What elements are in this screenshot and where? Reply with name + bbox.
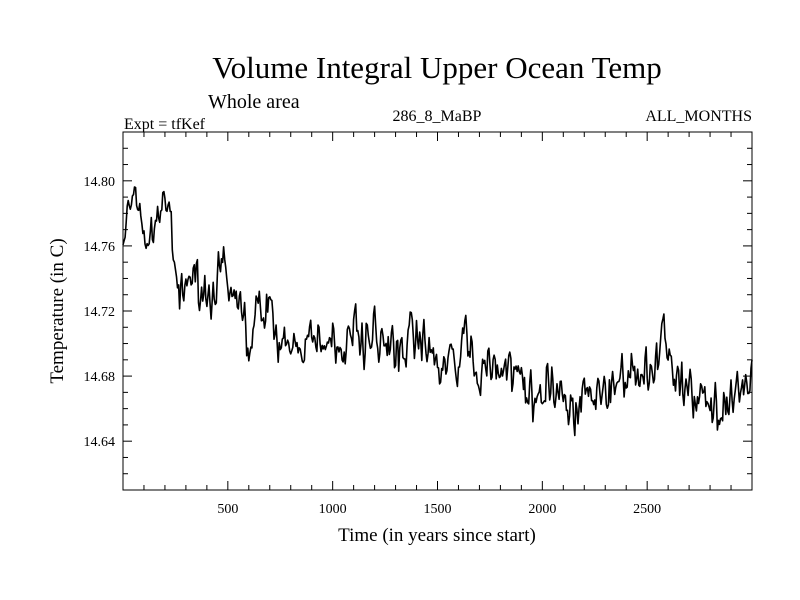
series-group [122,186,753,437]
x-tick-label: 500 [217,502,238,517]
months-label: ALL_MONTHS [645,108,752,125]
axis-ticks [123,131,752,491]
expt-label: Expt = tfKef [124,116,206,133]
x-tick-label: 1500 [424,502,452,517]
chart-subtitle: Whole area [208,91,300,113]
y-tick-label: 14.72 [84,305,116,320]
x-axis-label: Time (in years since start) [338,525,536,546]
tick-labels: 500 1000 1500 2000 2500 14.64 14.68 14.72 14.76 1… [84,175,662,517]
y-axis-label: Temperature (in C) [47,238,68,383]
y-tick-label: 14.80 [84,175,116,190]
x-tick-label: 2000 [528,502,556,517]
x-tick-label: 1000 [319,502,347,517]
y-tick-label: 14.64 [84,435,116,450]
y-tick-label: 14.68 [84,370,116,385]
run-label: 286_8_MaBP [393,108,482,125]
y-tick-label: 14.76 [84,240,116,255]
series-line-0 [122,186,753,437]
chart-title: Volume Integral Upper Ocean Temp [212,50,662,85]
plot-frame [122,131,753,491]
x-tick-label: 2500 [633,502,661,517]
